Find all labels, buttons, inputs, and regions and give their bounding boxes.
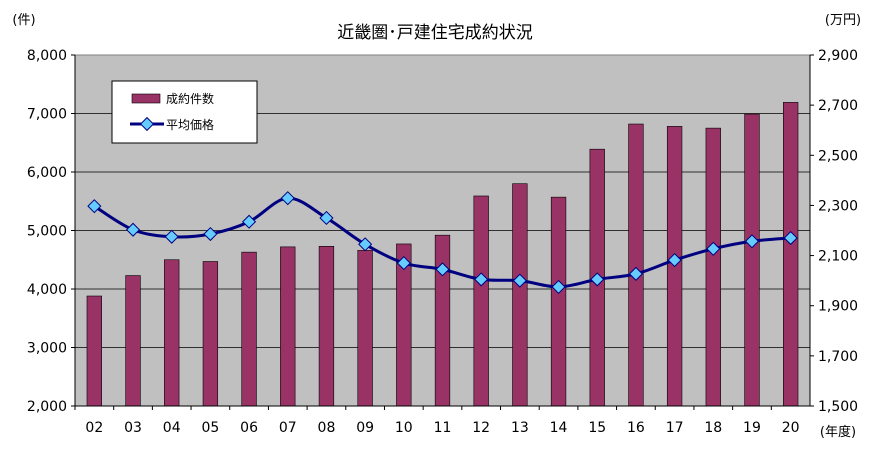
right-tick-label: 2,100 xyxy=(818,249,858,265)
x-tick-label: 17 xyxy=(666,420,684,436)
legend-label-bar: 成約件数 xyxy=(166,91,214,106)
bar-03 xyxy=(125,275,141,407)
bar-16 xyxy=(628,123,644,407)
bar-12 xyxy=(473,195,489,407)
point-08 xyxy=(319,210,334,226)
x-tick-label: 08 xyxy=(318,420,336,436)
bar-18 xyxy=(705,127,721,407)
left-tick-label: 8,000 xyxy=(27,48,67,64)
x-tick-label: 18 xyxy=(704,420,722,436)
point-18 xyxy=(706,241,721,256)
legend-swatch-bar xyxy=(131,93,161,104)
point-02 xyxy=(87,199,102,214)
right-axis-unit: (万円) xyxy=(825,13,861,28)
x-tick-label: 05 xyxy=(201,420,219,436)
x-axis-ticks: 02 03 04 05 06 07 08 09 10 11 12 13 14 15 16 17 18 19 20 xyxy=(74,406,800,436)
bar-14 xyxy=(550,196,567,407)
x-tick-label: 04 xyxy=(163,420,181,436)
left-axis-unit: (件) xyxy=(12,13,35,28)
bar-11 xyxy=(434,234,451,407)
bar-19 xyxy=(744,113,760,407)
bar-13 xyxy=(512,183,528,407)
right-tick-label: 2,700 xyxy=(818,98,858,114)
right-tick-label: 1,500 xyxy=(818,399,858,415)
x-tick-label: 13 xyxy=(511,420,529,436)
x-tick-label: 07 xyxy=(279,420,297,436)
bar-04 xyxy=(164,259,180,407)
point-15 xyxy=(590,272,605,287)
right-axis-ticks: 1,500 1,700 1,900 2,100 2,300 2,500 2,700 2,900 xyxy=(810,48,858,415)
left-tick-label: 5,000 xyxy=(27,224,67,240)
legend-swatch-marker xyxy=(139,116,155,132)
bar-08 xyxy=(318,245,335,407)
legend-label-line: 平均価格 xyxy=(166,117,214,132)
x-tick-label: 06 xyxy=(240,420,258,436)
x-tick-label: 20 xyxy=(782,420,800,436)
left-axis-ticks: 2,000 3,000 4,000 5,000 6,000 7,000 8,000 xyxy=(27,48,75,415)
point-16 xyxy=(628,266,643,281)
point-10 xyxy=(396,256,411,271)
left-tick-label: 6,000 xyxy=(27,165,67,181)
bar-07 xyxy=(280,246,296,407)
x-tick-label: 14 xyxy=(550,420,568,436)
line-series xyxy=(87,191,798,294)
bar-09 xyxy=(357,250,373,407)
left-tick-label: 3,000 xyxy=(27,341,67,357)
point-06 xyxy=(242,214,257,229)
legend: 成約件数 平均価格 xyxy=(111,80,258,144)
x-axis-unit: (年度) xyxy=(820,424,856,440)
left-tick-label: 4,000 xyxy=(27,282,67,298)
chart-title: 近畿圏･戸建住宅成約状況 xyxy=(337,23,533,43)
right-tick-label: 1,900 xyxy=(818,299,858,315)
bar-20 xyxy=(783,102,799,407)
x-tick-label: 02 xyxy=(85,420,103,436)
bar-02 xyxy=(86,295,102,407)
x-tick-label: 10 xyxy=(395,420,413,436)
point-12 xyxy=(474,272,489,287)
right-tick-label: 2,900 xyxy=(818,48,858,64)
x-tick-label: 16 xyxy=(627,420,645,436)
bar-series xyxy=(86,102,799,407)
point-07 xyxy=(280,191,295,206)
x-tick-label: 19 xyxy=(743,420,761,436)
left-tick-label: 2,000 xyxy=(27,399,67,415)
legend-box xyxy=(111,80,258,144)
bar-06 xyxy=(241,251,257,407)
right-tick-label: 2,500 xyxy=(818,148,858,164)
x-tick-label: 12 xyxy=(472,420,490,436)
point-17 xyxy=(667,253,682,268)
right-tick-label: 1,700 xyxy=(818,349,858,365)
point-11 xyxy=(435,262,450,277)
right-tick-label: 2,300 xyxy=(818,198,858,214)
point-04 xyxy=(164,229,179,244)
point-20 xyxy=(783,230,798,246)
x-tick-label: 09 xyxy=(356,420,374,436)
point-19 xyxy=(744,234,760,249)
left-tick-label: 7,000 xyxy=(27,107,67,123)
x-tick-label: 03 xyxy=(124,420,142,436)
x-tick-label: 11 xyxy=(434,420,452,436)
point-13 xyxy=(512,273,527,288)
bar-05 xyxy=(202,261,219,407)
x-tick-label: 15 xyxy=(588,420,606,436)
point-09 xyxy=(358,237,373,252)
point-03 xyxy=(125,222,141,237)
point-05 xyxy=(203,226,218,242)
point-14 xyxy=(551,279,566,294)
